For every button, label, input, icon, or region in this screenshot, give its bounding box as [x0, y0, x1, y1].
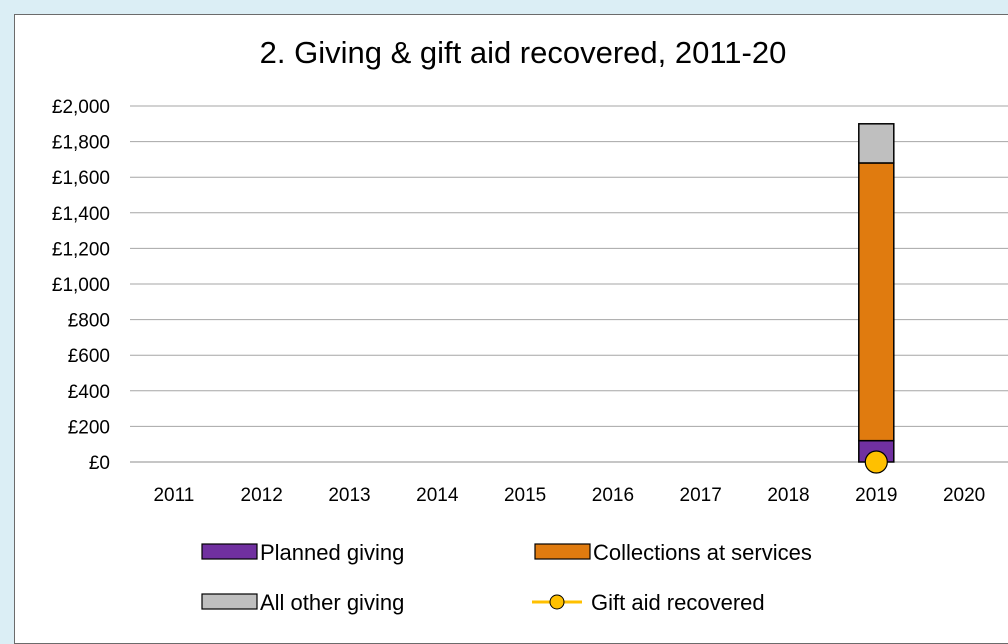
x-tick-label: 2019 — [855, 485, 897, 506]
bars — [858, 123, 895, 463]
legend-swatch — [201, 543, 258, 560]
legend-label: Collections at services — [593, 540, 812, 565]
y-tick-label: £1,400 — [52, 204, 110, 225]
bar-segment — [858, 162, 895, 442]
y-tick-label: £1,200 — [52, 239, 110, 260]
chart-title: 2. Giving & gift aid recovered, 2011-20 — [260, 35, 787, 70]
x-tick-label: 2012 — [241, 485, 283, 506]
chart-frame — [14, 14, 1008, 644]
x-tick-label: 2011 — [153, 485, 194, 506]
legend-item: Planned giving — [201, 540, 404, 565]
x-tick-label: 2015 — [504, 485, 546, 506]
y-tick-label: £600 — [68, 346, 110, 367]
legend-item: Gift aid recovered — [532, 590, 765, 615]
y-axis-ticks: £0 £200 £400 £600 £800 £1,000 £1,200 £1,400 £1,6… — [52, 97, 110, 474]
y-tick-label: £200 — [68, 417, 110, 438]
bar-segment — [858, 123, 895, 164]
legend: Planned giving Collections at services All… — [201, 540, 812, 615]
legend-item: All other giving — [201, 590, 404, 615]
x-tick-label: 2014 — [416, 485, 459, 506]
y-tick-label: £400 — [68, 382, 110, 403]
y-tick-label: £800 — [68, 311, 110, 332]
y-tick-label: £0 — [89, 453, 110, 474]
y-tick-label: £1,000 — [52, 275, 110, 296]
legend-marker — [549, 594, 565, 610]
x-tick-label: 2018 — [767, 485, 809, 506]
y-tick-label: £1,800 — [52, 133, 110, 154]
y-tick-label: £2,000 — [52, 97, 110, 118]
legend-label: Gift aid recovered — [591, 590, 765, 615]
legend-label: Planned giving — [260, 540, 404, 565]
x-tick-label: 2016 — [592, 485, 634, 506]
legend-swatch — [534, 543, 591, 560]
x-tick-label: 2017 — [680, 485, 722, 506]
x-tick-label: 2020 — [943, 485, 985, 506]
legend-swatch — [201, 593, 258, 610]
legend-item: Collections at services — [534, 540, 812, 565]
x-tick-label: 2013 — [328, 485, 370, 506]
legend-label: All other giving — [260, 590, 404, 615]
y-tick-label: £1,600 — [52, 168, 110, 189]
x-axis-ticks: 2011 2012 2013 2014 2015 2016 2017 2018 2019 2020 — [153, 485, 985, 506]
line-point — [864, 450, 888, 474]
line-points — [864, 450, 888, 474]
